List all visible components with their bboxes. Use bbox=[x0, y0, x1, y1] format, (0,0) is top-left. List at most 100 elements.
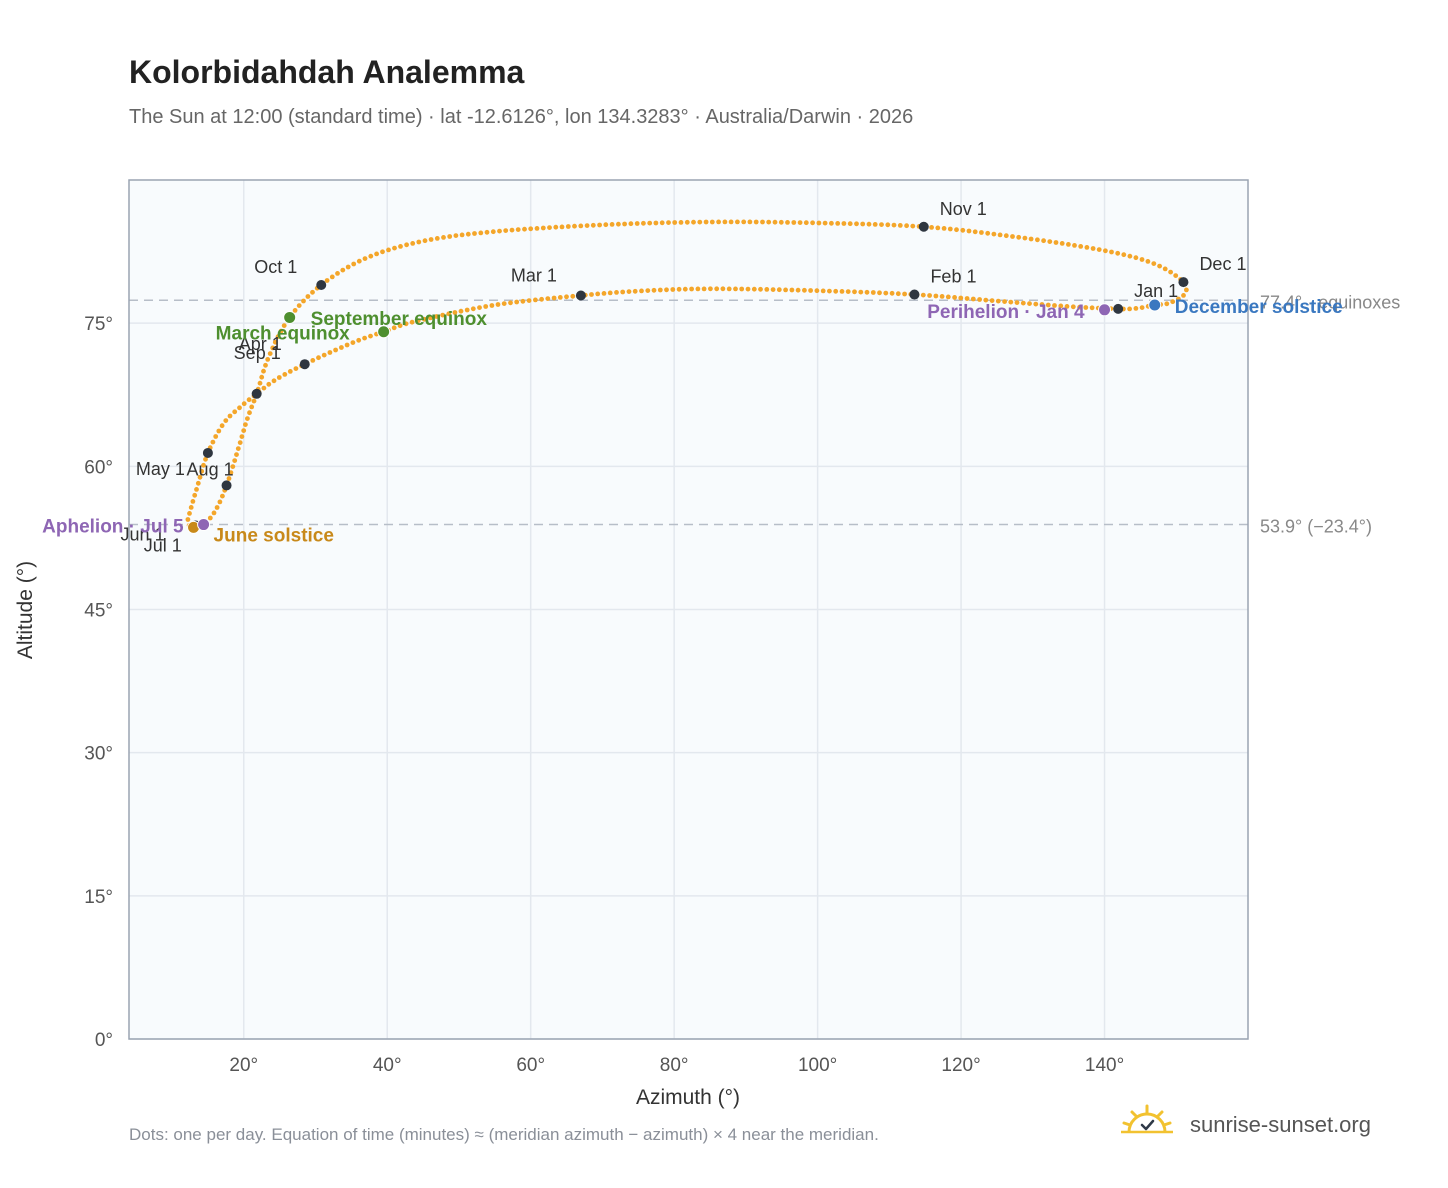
daily-sun-dot bbox=[659, 220, 665, 226]
daily-sun-dot bbox=[597, 222, 602, 228]
daily-sun-dot bbox=[954, 227, 959, 233]
daily-sun-dot bbox=[977, 297, 982, 302]
x-tick-label: 140° bbox=[1085, 1055, 1124, 1076]
daily-sun-dot bbox=[651, 287, 657, 293]
daily-sun-dot bbox=[822, 220, 828, 226]
daily-sun-dot bbox=[292, 308, 298, 313]
daily-sun-dot bbox=[910, 223, 916, 229]
daily-sun-dot bbox=[670, 287, 676, 292]
event-marker bbox=[377, 325, 391, 339]
daily-sun-dot bbox=[267, 351, 273, 356]
daily-sun-dot bbox=[972, 229, 978, 235]
daily-sun-dot bbox=[601, 291, 607, 296]
daily-sun-dot bbox=[207, 515, 213, 521]
x-tick-label: 120° bbox=[941, 1055, 980, 1076]
daily-sun-dot bbox=[1010, 234, 1015, 239]
daily-sun-dot bbox=[945, 294, 951, 300]
daily-sun-dot bbox=[751, 286, 757, 292]
daily-sun-dot bbox=[228, 470, 234, 475]
daily-sun-dot bbox=[327, 350, 333, 355]
month-marker bbox=[918, 221, 929, 232]
daily-sun-dot bbox=[989, 298, 995, 303]
sun-logo-icon bbox=[1121, 1104, 1173, 1134]
daily-sun-dot bbox=[345, 264, 351, 270]
daily-sun-dot bbox=[720, 286, 726, 292]
daily-sun-dot bbox=[739, 286, 745, 292]
daily-sun-dot bbox=[416, 239, 422, 245]
daily-sun-dot bbox=[1035, 237, 1040, 243]
daily-sun-dot bbox=[1027, 301, 1032, 306]
daily-sun-dot bbox=[590, 222, 596, 228]
daily-sun-dot bbox=[789, 287, 795, 293]
daily-sun-dot bbox=[1151, 261, 1157, 266]
event-label: Perihelion · Jan 4 bbox=[927, 302, 1085, 323]
daily-sun-dot bbox=[902, 291, 907, 297]
daily-sun-dot bbox=[187, 511, 192, 516]
daily-sun-dot bbox=[270, 345, 276, 351]
daily-sun-dot bbox=[526, 298, 532, 303]
y-tick-label: 15° bbox=[84, 887, 113, 908]
daily-sun-dot bbox=[210, 439, 216, 445]
daily-sun-dot bbox=[310, 358, 316, 363]
daily-sun-dot bbox=[1133, 255, 1139, 261]
daily-sun-dot bbox=[584, 223, 590, 229]
daily-sun-dot bbox=[795, 287, 801, 293]
daily-sun-dot bbox=[340, 267, 346, 273]
daily-sun-dot bbox=[864, 289, 870, 295]
month-marker bbox=[909, 289, 920, 300]
daily-sun-dot bbox=[1059, 241, 1065, 246]
month-marker bbox=[251, 388, 262, 399]
daily-sun-dot bbox=[891, 222, 897, 228]
daily-sun-dot bbox=[589, 292, 594, 297]
daily-sun-dot bbox=[1127, 306, 1132, 312]
daily-sun-dot bbox=[960, 227, 966, 233]
daily-sun-dot bbox=[195, 480, 201, 486]
reference-lines: 77.4° · equinoxes 53.9° (−23.4°) bbox=[129, 292, 1400, 537]
daily-sun-dot bbox=[239, 434, 245, 439]
daily-sun-dot bbox=[741, 219, 747, 225]
daily-sun-dot bbox=[904, 223, 909, 229]
daily-sun-dot bbox=[639, 288, 644, 294]
month-marker-label: Jan 1 bbox=[1134, 281, 1178, 301]
daily-sun-dot bbox=[434, 236, 440, 241]
daily-sun-dot bbox=[701, 286, 707, 292]
daily-sun-dot bbox=[539, 296, 544, 302]
daily-sun-dot bbox=[201, 462, 206, 468]
daily-sun-dot bbox=[835, 221, 841, 226]
month-marker bbox=[221, 480, 232, 491]
daily-sun-dot bbox=[995, 298, 1001, 304]
daily-sun-dot bbox=[559, 224, 565, 230]
daily-sun-dot bbox=[458, 308, 464, 314]
daily-sun-dot bbox=[733, 286, 738, 292]
month-marker-label: Jul 1 bbox=[144, 536, 182, 556]
daily-sun-dot bbox=[409, 319, 415, 325]
chart-subtitle: The Sun at 12:00 (standard time) · lat -… bbox=[129, 106, 913, 128]
daily-sun-dot bbox=[708, 286, 713, 292]
daily-sun-dot bbox=[689, 286, 694, 292]
daily-sun-dot bbox=[753, 219, 759, 225]
daily-sun-dot bbox=[735, 219, 740, 225]
event-marker bbox=[283, 310, 297, 324]
daily-sun-dot bbox=[1173, 273, 1179, 278]
daily-sun-dot bbox=[607, 290, 613, 296]
daily-sun-dot bbox=[356, 337, 362, 343]
daily-sun-dot bbox=[434, 314, 439, 319]
daily-sun-dot bbox=[211, 510, 217, 516]
daily-sun-dot bbox=[1090, 246, 1096, 251]
daily-sun-dot bbox=[1039, 302, 1045, 307]
daily-sun-dot bbox=[935, 225, 941, 231]
daily-sun-dot bbox=[553, 224, 559, 230]
daily-sun-dot bbox=[404, 242, 409, 248]
daily-sun-dot bbox=[726, 286, 732, 292]
daily-sun-dot bbox=[1181, 293, 1186, 298]
daily-sun-dot bbox=[1070, 304, 1076, 310]
daily-sun-dot bbox=[410, 241, 416, 246]
month-marker-label: Apr 1 bbox=[239, 334, 282, 354]
daily-sun-dot bbox=[515, 227, 521, 233]
daily-sun-dot bbox=[1008, 299, 1014, 305]
daily-sun-dot bbox=[829, 220, 834, 226]
daily-sun-dot bbox=[316, 355, 321, 361]
daily-sun-dot bbox=[802, 287, 807, 293]
daily-sun-dot bbox=[540, 225, 546, 231]
